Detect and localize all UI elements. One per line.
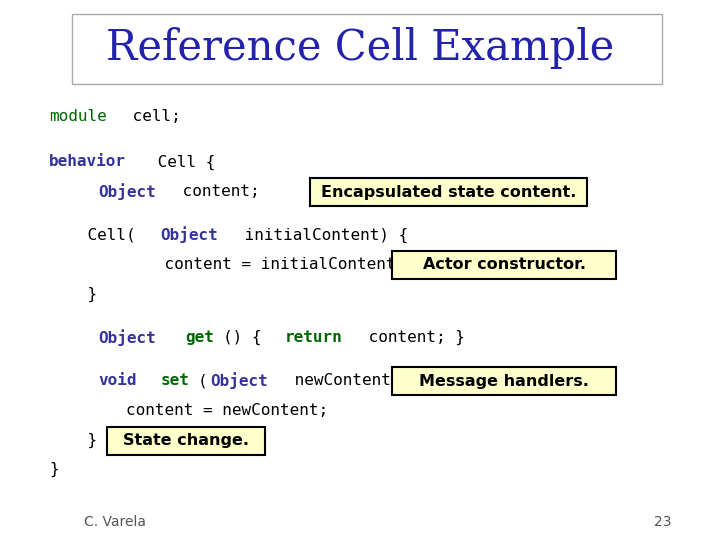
Text: content;: content; bbox=[173, 184, 260, 199]
Text: initialContent) {: initialContent) { bbox=[235, 227, 408, 242]
Text: behavior: behavior bbox=[49, 154, 126, 170]
Text: get: get bbox=[186, 330, 215, 345]
Text: set: set bbox=[161, 373, 189, 388]
Text: Message handlers.: Message handlers. bbox=[419, 374, 589, 389]
Text: Encapsulated state content.: Encapsulated state content. bbox=[320, 185, 576, 200]
Text: module: module bbox=[49, 109, 107, 124]
Text: Object: Object bbox=[99, 329, 156, 346]
Text: Cell(: Cell( bbox=[49, 227, 135, 242]
Text: State change.: State change. bbox=[122, 433, 249, 448]
Text: Cell {: Cell { bbox=[148, 154, 216, 170]
Text: Actor constructor.: Actor constructor. bbox=[423, 257, 585, 272]
FancyBboxPatch shape bbox=[392, 367, 616, 395]
Text: Object: Object bbox=[210, 372, 268, 389]
Text: Reference Cell Example: Reference Cell Example bbox=[106, 26, 614, 69]
Text: content; }: content; } bbox=[359, 330, 465, 345]
FancyBboxPatch shape bbox=[392, 251, 616, 279]
Text: () {: () { bbox=[222, 330, 271, 345]
Text: 23: 23 bbox=[654, 515, 671, 529]
FancyBboxPatch shape bbox=[107, 427, 265, 455]
Text: }: } bbox=[49, 433, 97, 448]
Text: }: } bbox=[49, 462, 58, 477]
FancyBboxPatch shape bbox=[72, 14, 662, 84]
Text: content = newContent;: content = newContent; bbox=[49, 403, 328, 418]
Text: newContent) {: newContent) { bbox=[285, 373, 420, 388]
Text: }: } bbox=[49, 287, 97, 302]
Text: C. Varela: C. Varela bbox=[84, 515, 146, 529]
Text: return: return bbox=[285, 330, 343, 345]
Text: content = initialContent;: content = initialContent; bbox=[49, 257, 405, 272]
Text: void: void bbox=[99, 373, 137, 388]
FancyBboxPatch shape bbox=[310, 178, 587, 206]
Text: Object: Object bbox=[99, 183, 156, 200]
Text: Object: Object bbox=[161, 226, 218, 244]
Text: cell;: cell; bbox=[123, 109, 181, 124]
Text: (: ( bbox=[198, 373, 207, 388]
